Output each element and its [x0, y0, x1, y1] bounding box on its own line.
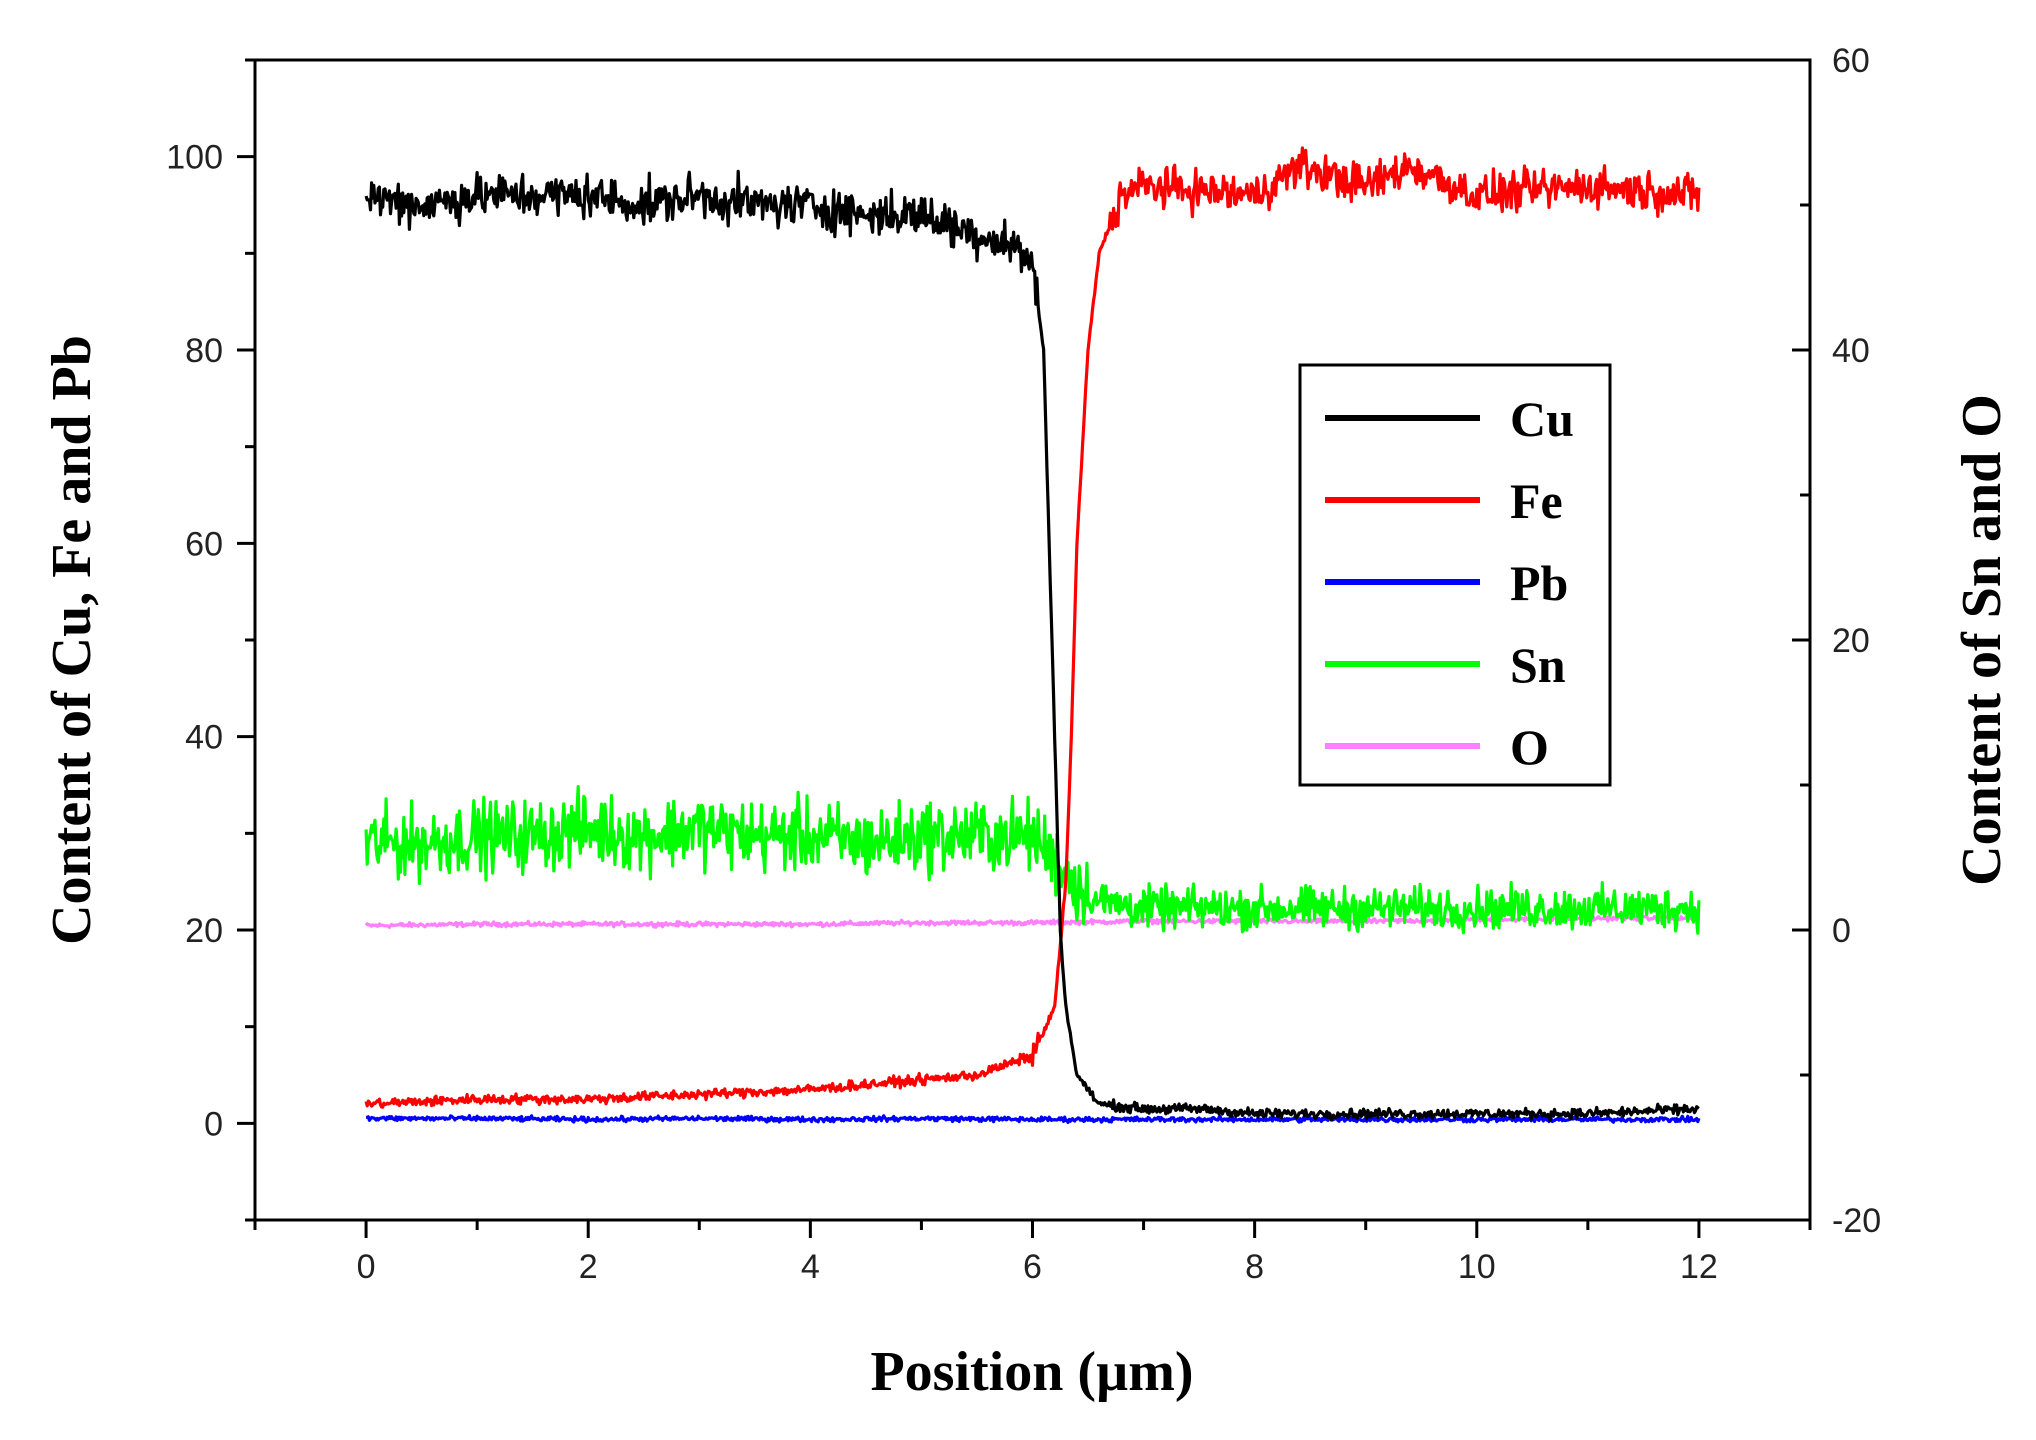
legend-label-pb: Pb — [1510, 555, 1568, 611]
y-left-tick-label: 0 — [204, 1105, 223, 1143]
y-right-tick-label: 20 — [1832, 622, 1870, 660]
series-line-sn — [364, 785, 1701, 935]
y-left-tick-label: 80 — [185, 332, 223, 370]
x-tick-label: 2 — [579, 1248, 598, 1286]
y-left-axis-title: Content of Cu, Fe and Pb — [41, 335, 103, 945]
y-right-tick-label: 40 — [1832, 332, 1870, 370]
y-left-tick-label: 60 — [185, 525, 223, 563]
y-right-tick-label: -20 — [1832, 1202, 1881, 1240]
y-left-tick-label: 40 — [185, 719, 223, 757]
legend-label-fe: Fe — [1510, 473, 1563, 529]
legend-box — [1298, 363, 1612, 787]
x-tick-label: 12 — [1680, 1248, 1718, 1286]
y-right-tick-label: 60 — [1832, 42, 1870, 80]
series-line-fe — [364, 146, 1701, 1109]
x-tick-label: 4 — [801, 1248, 820, 1286]
y-left-tick-label: 20 — [185, 912, 223, 950]
ticks-layer: 0 2 4 6 8 10 12 0 20 40 60 80 100 -20 0 20 40 60 — [166, 42, 1881, 1286]
x-tick-label: 6 — [1023, 1248, 1042, 1286]
y-left-tick-label: 100 — [166, 139, 223, 177]
x-axis-title: Position (µm) — [870, 1341, 1193, 1403]
y-right-tick-label: 0 — [1832, 912, 1851, 950]
legend-label-cu: Cu — [1510, 391, 1574, 447]
x-tick-label: 10 — [1458, 1248, 1496, 1286]
series-line-cu — [364, 169, 1700, 1122]
y-right-axis-title: Content of Sn and O — [1951, 394, 2013, 886]
legend-label-o: O — [1510, 719, 1549, 775]
x-tick-label: 0 — [357, 1248, 376, 1286]
legend-label-sn: Sn — [1510, 637, 1566, 693]
series-line-pb — [365, 1114, 1701, 1124]
legend: Cu Fe Pb Sn O — [1298, 363, 1612, 787]
x-tick-label: 8 — [1245, 1248, 1264, 1286]
series-layer — [364, 146, 1701, 1124]
